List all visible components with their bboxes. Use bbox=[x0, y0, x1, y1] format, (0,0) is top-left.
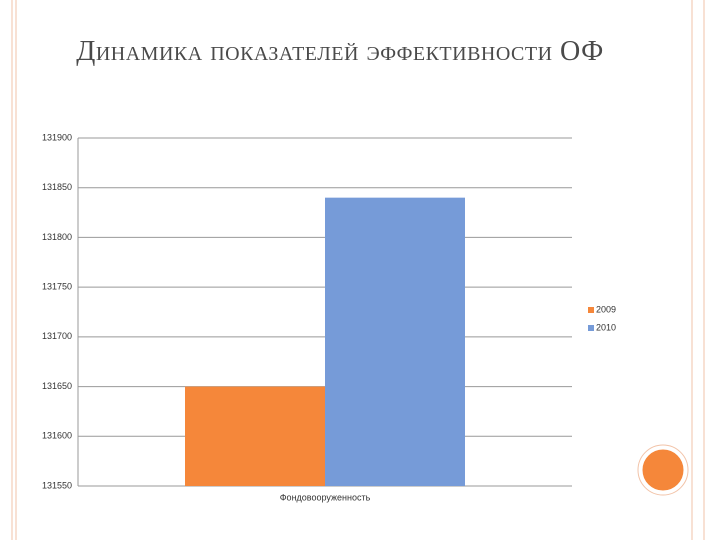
decor-circle bbox=[639, 446, 687, 494]
bar bbox=[185, 386, 325, 486]
legend-label: 2010 bbox=[596, 322, 616, 332]
bar bbox=[325, 197, 465, 486]
decor-ring bbox=[637, 444, 689, 496]
y-tick-label: 131900 bbox=[42, 132, 72, 142]
y-tick-label: 131850 bbox=[42, 182, 72, 192]
legend-swatch bbox=[588, 325, 594, 331]
y-tick-label: 131750 bbox=[42, 282, 72, 292]
x-tick-label: Фондовооруженность bbox=[280, 492, 371, 502]
legend-label: 2009 bbox=[596, 304, 616, 314]
chart-title: Динамика показателей эффективности ОФ bbox=[76, 36, 604, 67]
y-tick-label: 131600 bbox=[42, 431, 72, 441]
y-tick-label: 131650 bbox=[42, 381, 72, 391]
legend-swatch bbox=[588, 307, 594, 313]
y-tick-label: 131700 bbox=[42, 331, 72, 341]
y-tick-label: 131800 bbox=[42, 232, 72, 242]
y-tick-label: 131550 bbox=[42, 480, 72, 490]
